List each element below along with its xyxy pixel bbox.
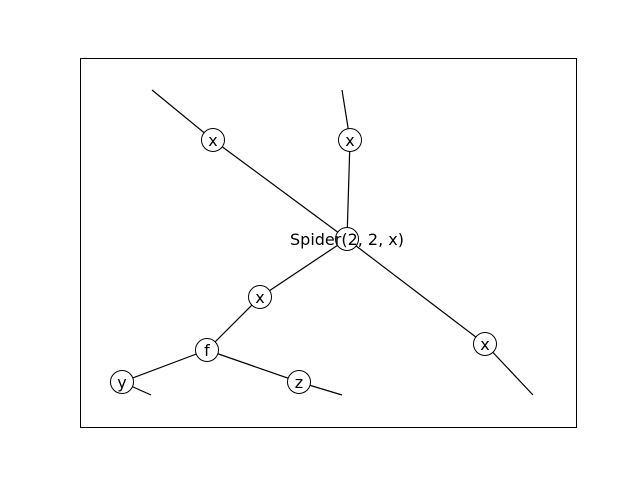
- node-x-top: x: [338, 128, 362, 152]
- node-z: z: [287, 370, 311, 394]
- node-x-right: x: [473, 332, 497, 356]
- edge-center-x-mid: [259, 238, 348, 298]
- node-f-circle: [195, 338, 219, 362]
- node-x-top-circle: [338, 128, 362, 152]
- edge-stub-x-top-left: [151, 89, 214, 141]
- node-x-top-left-circle: [201, 128, 225, 152]
- plot-frame: [80, 58, 577, 428]
- edge-center-x-top: [346, 139, 351, 240]
- edge-center-x-top-left: [212, 139, 348, 240]
- node-x-top-label: x: [345, 131, 354, 150]
- node-x-right-label: x: [480, 335, 489, 354]
- node-y-circle: [110, 370, 134, 394]
- node-x-mid-circle: [248, 285, 272, 309]
- edge-center-x-right: [346, 238, 486, 345]
- node-x-right-circle: [473, 332, 497, 356]
- spider-node: Spider(2, 2, x): [290, 227, 404, 251]
- node-f-label: f: [204, 341, 210, 360]
- node-x-mid: x: [248, 285, 272, 309]
- node-z-circle: [287, 370, 311, 394]
- spider-node-circle: [335, 227, 359, 251]
- node-f: f: [195, 338, 219, 362]
- edge-f-y: [121, 349, 208, 383]
- node-x-top-left-label: x: [208, 131, 217, 150]
- node-x-mid-label: x: [255, 288, 264, 307]
- edge-x-mid-f: [206, 296, 261, 351]
- node-y-label: y: [117, 373, 126, 392]
- spider-node-label: Spider(2, 2, x): [290, 230, 404, 249]
- node-z-label: z: [295, 373, 303, 392]
- node-x-top-left: x: [201, 128, 225, 152]
- edge-f-z: [206, 349, 300, 383]
- node-y: y: [110, 370, 134, 394]
